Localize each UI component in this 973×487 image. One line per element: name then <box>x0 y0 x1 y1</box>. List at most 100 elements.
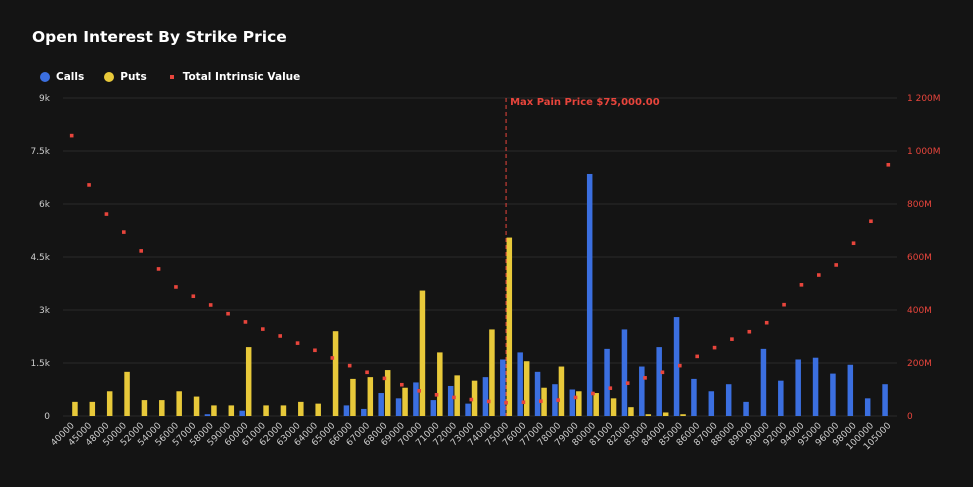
calls-bar <box>656 347 662 416</box>
y-left-tick-label: 4.5k <box>30 253 50 263</box>
puts-bar <box>350 378 356 416</box>
calls-swatch <box>40 72 50 82</box>
intrinsic-point <box>886 162 891 167</box>
y-left-tick-label: 6k <box>39 200 51 210</box>
intrinsic-point <box>573 395 578 400</box>
calls-bar <box>361 408 367 416</box>
puts-bar <box>315 403 321 416</box>
intrinsic-point <box>87 183 91 187</box>
intrinsic-point <box>365 370 369 375</box>
max-pain-label: Max Pain Price $75,000.00 <box>510 97 660 108</box>
puts-bar <box>280 405 287 416</box>
intrinsic-point <box>174 285 178 289</box>
puts-bar <box>576 391 582 416</box>
puts-bar <box>454 375 460 416</box>
intrinsic-point <box>400 382 404 387</box>
puts-bar <box>437 352 443 416</box>
legend-item-calls[interactable]: Calls <box>40 71 84 83</box>
puts-bar <box>367 377 374 416</box>
puts-bar <box>263 405 269 416</box>
intrinsic-point <box>122 230 126 234</box>
puts-bar <box>558 366 565 416</box>
intrinsic-point <box>591 391 595 396</box>
intrinsic-point <box>817 273 821 277</box>
intrinsic-point <box>486 399 491 404</box>
calls-bar <box>760 348 767 416</box>
legend-item-intrinsic[interactable]: Total Intrinsic Value <box>167 71 300 83</box>
y-left-tick-label: 1.5k <box>30 359 50 369</box>
calls-bar <box>447 385 454 416</box>
intrinsic-point <box>851 241 856 246</box>
intrinsic-point <box>226 311 230 316</box>
y-left-tick-label: 7.5k <box>30 147 50 157</box>
puts-bar <box>628 407 634 416</box>
puts-bar <box>645 414 652 416</box>
puts-bar <box>471 380 478 416</box>
intrinsic-point <box>608 386 613 390</box>
intrinsic-point <box>295 341 300 345</box>
legend-label-puts: Puts <box>120 71 147 83</box>
puts-bar <box>662 412 669 416</box>
intrinsic-point <box>747 329 752 334</box>
intrinsic-point <box>382 376 387 381</box>
puts-bar <box>593 393 599 416</box>
intrinsic-point <box>834 263 838 267</box>
y-left-tick-label: 0 <box>44 412 50 422</box>
calls-bar <box>395 398 402 416</box>
calls-bar <box>743 401 749 416</box>
intrinsic-point <box>539 399 543 403</box>
calls-bar <box>239 410 245 416</box>
y-right-tick-label: 400M <box>907 306 932 316</box>
intrinsic-point <box>712 345 717 350</box>
calls-bar <box>517 352 523 416</box>
intrinsic-point <box>695 354 699 359</box>
intrinsic-point <box>208 303 213 307</box>
intrinsic-point <box>643 376 647 380</box>
intrinsic-point <box>191 294 196 299</box>
y-right-tick-label: 200M <box>907 359 932 369</box>
puts-bar <box>680 414 686 416</box>
calls-bar <box>708 391 715 416</box>
calls-bar <box>500 359 506 416</box>
calls-bar <box>725 384 732 416</box>
puts-bar <box>211 405 217 416</box>
calls-bar <box>465 403 471 416</box>
calls-bar <box>569 389 576 416</box>
calls-bar <box>795 359 801 416</box>
calls-bar <box>482 377 489 416</box>
intrinsic-point <box>313 348 317 353</box>
calls-bar <box>204 414 211 416</box>
puts-bar <box>332 331 339 416</box>
intrinsic-point <box>347 363 352 368</box>
legend: Calls Puts Total Intrinsic Value <box>40 71 320 83</box>
intrinsic-point <box>139 249 143 253</box>
y-right-tick-label: 1 200M <box>907 94 941 104</box>
puts-bar <box>124 371 130 416</box>
intrinsic-swatch <box>169 75 174 79</box>
calls-bar <box>378 393 384 416</box>
calls-bar <box>847 364 854 416</box>
puts-bar <box>72 401 78 416</box>
calls-bar <box>430 400 437 416</box>
intrinsic-point <box>556 398 560 402</box>
puts-swatch <box>104 72 115 82</box>
puts-bar <box>141 400 148 416</box>
puts-bar <box>402 387 408 416</box>
calls-bar <box>621 329 628 416</box>
puts-bar <box>610 398 617 416</box>
intrinsic-point <box>69 133 74 138</box>
calls-bar <box>864 398 871 416</box>
intrinsic-point <box>278 334 282 338</box>
puts-bar <box>193 396 200 416</box>
intrinsic-point <box>869 219 873 224</box>
calls-bar <box>552 384 558 416</box>
intrinsic-point <box>434 393 439 397</box>
puts-bar <box>298 401 304 416</box>
intrinsic-point <box>330 356 335 360</box>
puts-bar <box>106 391 113 416</box>
calls-bar <box>778 380 784 416</box>
chart-title: Open Interest By Strike Price <box>32 28 287 46</box>
legend-item-puts[interactable]: Puts <box>104 71 147 83</box>
puts-bar <box>245 347 252 416</box>
y-right-tick-label: 1 000M <box>907 147 941 157</box>
